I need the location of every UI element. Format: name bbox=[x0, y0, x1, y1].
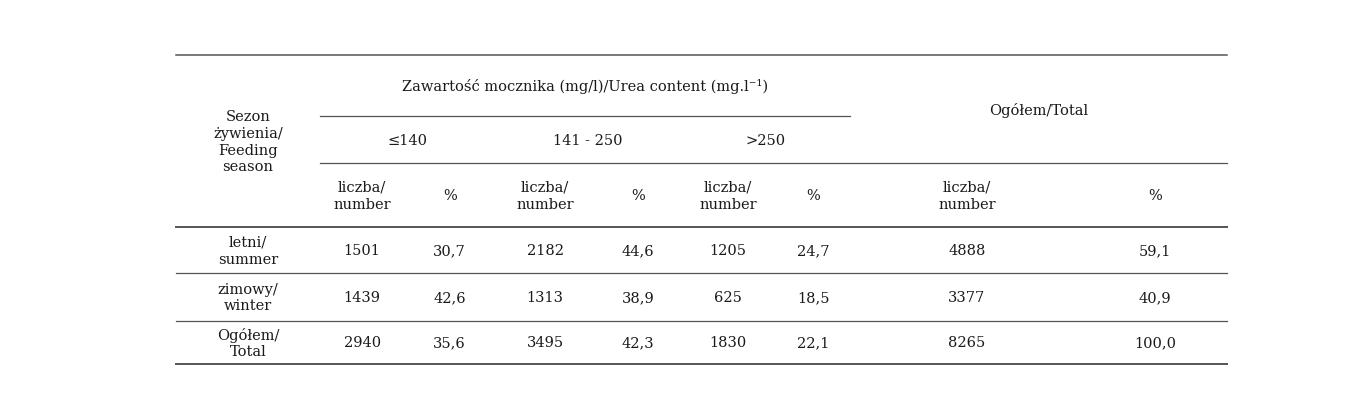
Text: 24,7: 24,7 bbox=[797, 244, 830, 258]
Text: %: % bbox=[631, 189, 645, 203]
Text: zimowy/
winter: zimowy/ winter bbox=[218, 282, 278, 313]
Text: letni/
summer: letni/ summer bbox=[218, 235, 278, 266]
Text: 4888: 4888 bbox=[949, 244, 986, 258]
Text: 100,0: 100,0 bbox=[1134, 336, 1176, 349]
Text: 3377: 3377 bbox=[949, 290, 986, 304]
Text: 3495: 3495 bbox=[527, 336, 564, 349]
Text: 38,9: 38,9 bbox=[622, 290, 654, 304]
Text: 141 - 250: 141 - 250 bbox=[553, 133, 623, 147]
Text: %: % bbox=[1149, 189, 1162, 203]
Text: 35,6: 35,6 bbox=[433, 336, 465, 349]
Text: 1205: 1205 bbox=[709, 244, 746, 258]
Text: 1313: 1313 bbox=[527, 290, 564, 304]
Text: 42,6: 42,6 bbox=[434, 290, 465, 304]
Text: 1439: 1439 bbox=[344, 290, 381, 304]
Text: %: % bbox=[806, 189, 820, 203]
Text: Ogółem/
Total: Ogółem/ Total bbox=[216, 327, 279, 358]
Text: 40,9: 40,9 bbox=[1139, 290, 1172, 304]
Text: ≤140: ≤140 bbox=[387, 133, 427, 147]
Text: 59,1: 59,1 bbox=[1139, 244, 1172, 258]
Text: >250: >250 bbox=[745, 133, 786, 147]
Text: 30,7: 30,7 bbox=[433, 244, 465, 258]
Text: Sezon
żywienia/
Feeding
season: Sezon żywienia/ Feeding season bbox=[214, 110, 283, 174]
Text: 625: 625 bbox=[715, 290, 742, 304]
Text: 18,5: 18,5 bbox=[797, 290, 830, 304]
Text: 44,6: 44,6 bbox=[622, 244, 654, 258]
Text: 1501: 1501 bbox=[344, 244, 381, 258]
Text: 1830: 1830 bbox=[709, 336, 746, 349]
Text: %: % bbox=[442, 189, 456, 203]
Text: 22,1: 22,1 bbox=[797, 336, 830, 349]
Text: liczba/
number: liczba/ number bbox=[938, 180, 995, 211]
Text: 2940: 2940 bbox=[344, 336, 381, 349]
Text: 42,3: 42,3 bbox=[622, 336, 654, 349]
Text: Zawartość mocznika (mg/l)/Urea content (mg.l⁻¹): Zawartość mocznika (mg/l)/Urea content (… bbox=[402, 78, 768, 94]
Text: Ogółem/Total: Ogółem/Total bbox=[988, 102, 1088, 117]
Text: 8265: 8265 bbox=[949, 336, 986, 349]
Text: liczba/
number: liczba/ number bbox=[516, 180, 574, 211]
Text: 2182: 2182 bbox=[527, 244, 564, 258]
Text: liczba/
number: liczba/ number bbox=[333, 180, 392, 211]
Text: liczba/
number: liczba/ number bbox=[700, 180, 757, 211]
